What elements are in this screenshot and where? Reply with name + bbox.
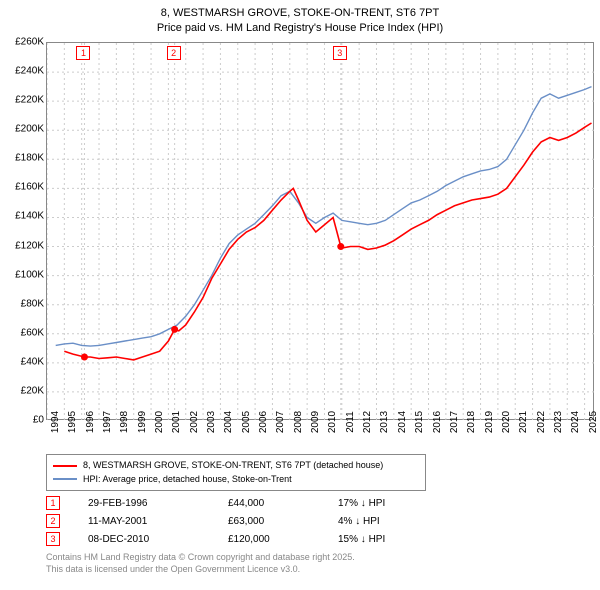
marker-badge-3: 3 [46, 532, 60, 546]
table-row: 2 11-MAY-2001 £63,000 4% ↓ HPI [46, 512, 448, 530]
plot-svg [47, 43, 595, 421]
legend: 8, WESTMARSH GROVE, STOKE-ON-TRENT, ST6 … [46, 454, 426, 491]
x-tick-label: 2012 [362, 411, 373, 433]
y-tick-label: £200K [0, 124, 44, 135]
title-line-1: 8, WESTMARSH GROVE, STOKE-ON-TRENT, ST6 … [0, 6, 600, 21]
txn-date: 29-FEB-1996 [88, 498, 228, 509]
x-tick-label: 2010 [327, 411, 338, 433]
footer-line-2: This data is licensed under the Open Gov… [46, 564, 355, 576]
legend-swatch-price-paid [53, 465, 77, 467]
legend-label-hpi: HPI: Average price, detached house, Stok… [83, 473, 292, 487]
x-tick-label: 2023 [553, 411, 564, 433]
x-tick-label: 2000 [154, 411, 165, 433]
chart-marker-badge: 1 [76, 46, 90, 60]
footer-attribution: Contains HM Land Registry data © Crown c… [46, 552, 355, 575]
chart-container: 8, WESTMARSH GROVE, STOKE-ON-TRENT, ST6 … [0, 0, 600, 590]
txn-pct-vs-hpi: 4% ↓ HPI [338, 516, 448, 527]
x-tick-label: 1997 [102, 411, 113, 433]
x-tick-label: 1999 [137, 411, 148, 433]
txn-price: £44,000 [228, 498, 338, 509]
y-tick-label: £260K [0, 37, 44, 48]
y-tick-label: £100K [0, 269, 44, 280]
x-tick-label: 2020 [501, 411, 512, 433]
x-tick-label: 2015 [414, 411, 425, 433]
marker-badge-2: 2 [46, 514, 60, 528]
title-line-2: Price paid vs. HM Land Registry's House … [0, 21, 600, 36]
legend-row-hpi: HPI: Average price, detached house, Stok… [53, 473, 419, 487]
x-tick-label: 2002 [189, 411, 200, 433]
x-tick-label: 2021 [518, 411, 529, 433]
footer-line-1: Contains HM Land Registry data © Crown c… [46, 552, 355, 564]
x-tick-label: 2008 [293, 411, 304, 433]
x-tick-label: 2018 [466, 411, 477, 433]
y-tick-label: £180K [0, 153, 44, 164]
x-tick-label: 2003 [206, 411, 217, 433]
y-tick-label: £20K [0, 385, 44, 396]
legend-swatch-hpi [53, 478, 77, 480]
y-tick-label: £220K [0, 95, 44, 106]
x-tick-label: 2014 [397, 411, 408, 433]
x-tick-label: 2004 [223, 411, 234, 433]
x-tick-label: 2001 [171, 411, 182, 433]
y-tick-label: £0 [0, 415, 44, 426]
y-tick-label: £120K [0, 240, 44, 251]
x-tick-label: 1994 [50, 411, 61, 433]
txn-price: £120,000 [228, 534, 338, 545]
y-tick-label: £80K [0, 298, 44, 309]
x-tick-label: 2011 [345, 411, 356, 433]
y-tick-label: £40K [0, 356, 44, 367]
y-tick-label: £160K [0, 182, 44, 193]
x-tick-label: 2009 [310, 411, 321, 433]
x-tick-label: 2016 [432, 411, 443, 433]
x-tick-label: 2022 [536, 411, 547, 433]
chart-title: 8, WESTMARSH GROVE, STOKE-ON-TRENT, ST6 … [0, 0, 600, 36]
txn-date: 11-MAY-2001 [88, 516, 228, 527]
table-row: 3 08-DEC-2010 £120,000 15% ↓ HPI [46, 530, 448, 548]
table-row: 1 29-FEB-1996 £44,000 17% ↓ HPI [46, 494, 448, 512]
legend-row-price-paid: 8, WESTMARSH GROVE, STOKE-ON-TRENT, ST6 … [53, 459, 419, 473]
x-tick-label: 1996 [85, 411, 96, 433]
x-tick-label: 2013 [379, 411, 390, 433]
chart-marker-badge: 2 [167, 46, 181, 60]
x-tick-label: 2006 [258, 411, 269, 433]
x-tick-label: 2017 [449, 411, 460, 433]
x-tick-label: 2005 [241, 411, 252, 433]
txn-pct-vs-hpi: 15% ↓ HPI [338, 534, 448, 545]
x-tick-label: 1995 [67, 411, 78, 433]
plot-area [46, 42, 594, 420]
chart-marker-badge: 3 [333, 46, 347, 60]
marker-badge-1: 1 [46, 496, 60, 510]
y-tick-label: £240K [0, 66, 44, 77]
x-tick-label: 2024 [570, 411, 581, 433]
y-tick-label: £140K [0, 211, 44, 222]
x-tick-label: 1998 [119, 411, 130, 433]
txn-pct-vs-hpi: 17% ↓ HPI [338, 498, 448, 509]
y-tick-label: £60K [0, 327, 44, 338]
x-tick-label: 2025 [588, 411, 599, 433]
x-tick-label: 2007 [275, 411, 286, 433]
txn-price: £63,000 [228, 516, 338, 527]
txn-date: 08-DEC-2010 [88, 534, 228, 545]
x-tick-label: 2019 [484, 411, 495, 433]
legend-label-price-paid: 8, WESTMARSH GROVE, STOKE-ON-TRENT, ST6 … [83, 459, 383, 473]
transaction-table: 1 29-FEB-1996 £44,000 17% ↓ HPI 2 11-MAY… [46, 494, 448, 548]
